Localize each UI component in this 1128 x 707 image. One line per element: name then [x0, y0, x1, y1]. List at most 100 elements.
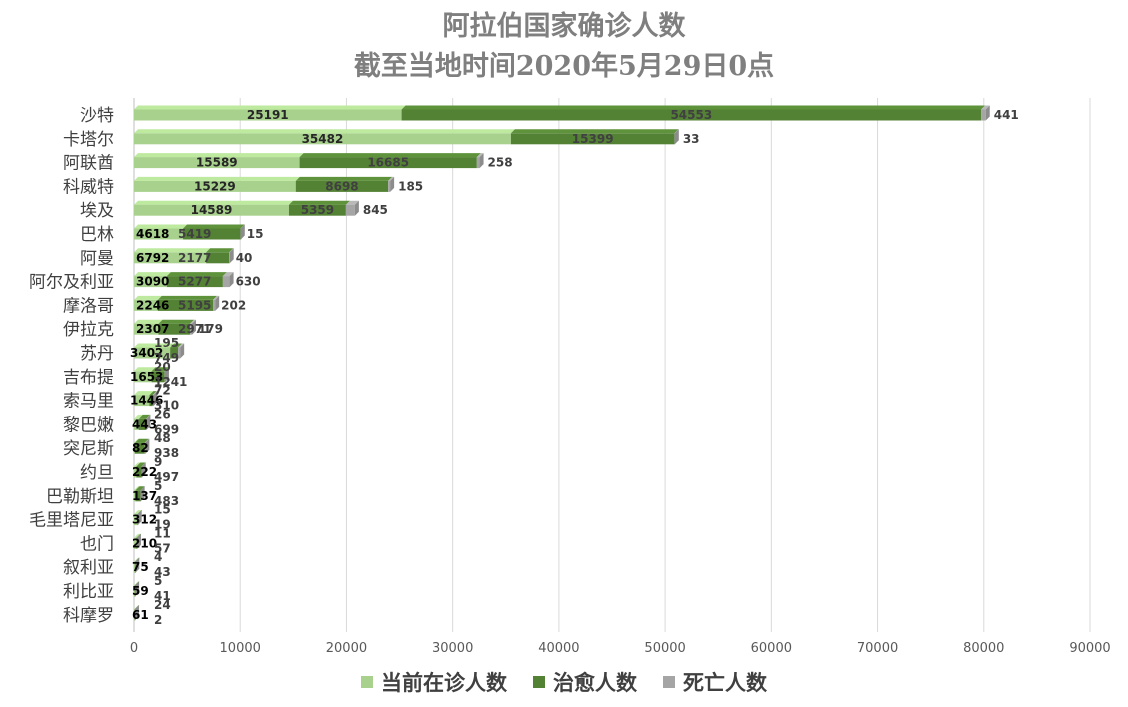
bar-segment	[295, 180, 389, 192]
data-label-active: 15589	[196, 156, 238, 170]
bar-top-face	[134, 510, 142, 515]
bar-top-face	[134, 391, 154, 396]
data-label-recovered: 5419	[178, 227, 211, 241]
data-label-recovered: 16685	[367, 156, 409, 170]
data-label-recovered: 2971	[178, 322, 211, 336]
bar-side-face	[137, 510, 142, 526]
data-label-deaths: 630	[236, 275, 261, 289]
bar-segment	[134, 204, 289, 216]
bar-side-face	[136, 533, 141, 549]
category-label: 黎巴嫩	[63, 415, 114, 435]
data-label-active: 312	[132, 513, 157, 527]
data-label-deaths: 5	[154, 574, 162, 588]
bar-segment	[206, 252, 230, 264]
data-label-deaths: 11	[154, 526, 171, 540]
bar-top-face	[136, 462, 146, 467]
bar-segment	[134, 157, 300, 169]
bar-side-face	[229, 248, 234, 264]
bar-segment	[134, 395, 150, 407]
bar-segment	[183, 228, 241, 240]
x-tick-label: 60000	[751, 641, 792, 656]
data-label-active: 4618	[136, 227, 169, 241]
category-label: 阿联酋	[63, 154, 114, 174]
data-label-deaths: 40	[236, 251, 253, 265]
bar-side-face	[164, 367, 169, 383]
bar-top-face	[134, 414, 143, 419]
legend-item-active: 当前在诊人数	[361, 667, 507, 697]
bar-segment	[345, 204, 355, 216]
bar-top-face	[170, 343, 183, 348]
bar-top-face	[388, 176, 395, 181]
data-label-recovered: 749	[154, 351, 179, 365]
bar-segment	[134, 228, 184, 240]
bar-side-face	[354, 200, 359, 216]
bar-segment	[134, 133, 511, 145]
legend-label-active: 当前在诊人数	[381, 671, 507, 695]
bar-segment	[288, 204, 346, 216]
bar-top-face	[134, 438, 139, 443]
category-label: 阿曼	[80, 249, 114, 269]
data-label-recovered: 19	[154, 518, 171, 532]
data-label-active: 222	[132, 465, 157, 479]
bar-side-face	[479, 153, 484, 169]
x-tick-label: 40000	[538, 641, 579, 656]
bar-side-face	[229, 272, 234, 288]
data-label-deaths: 179	[198, 322, 223, 336]
bar-segment	[134, 371, 152, 383]
category-label: 埃及	[80, 201, 114, 221]
bar-side-face	[135, 581, 140, 597]
bar-segment	[134, 252, 207, 264]
bar-side-face	[153, 391, 158, 407]
bar-top-face	[134, 319, 163, 324]
data-label-active: 443	[132, 417, 157, 431]
category-label: 沙特	[80, 106, 114, 126]
bar-top-face	[134, 176, 300, 181]
bar-segment	[166, 276, 223, 288]
data-label-active: 82	[132, 441, 149, 455]
bar-top-face	[151, 367, 169, 372]
legend-item-deaths: 死亡人数	[663, 667, 767, 697]
chart-legend: 当前在诊人数 治愈人数 死亡人数	[0, 667, 1128, 697]
bar-top-face	[134, 153, 304, 158]
bar-segment	[134, 561, 136, 573]
data-label-active: 35482	[302, 132, 344, 146]
bar-top-face	[134, 224, 188, 229]
data-label-recovered: 57	[154, 541, 171, 555]
legend-swatch-deaths	[663, 676, 675, 688]
data-label-deaths: 9	[154, 455, 162, 469]
x-tick-label: 80000	[963, 641, 1004, 656]
bar-side-face	[180, 343, 185, 359]
category-label: 卡塔尔	[63, 130, 114, 150]
bar-segment	[134, 109, 402, 121]
bar-segment	[134, 537, 137, 549]
bar-segment	[134, 585, 135, 597]
data-label-recovered: 2	[154, 613, 162, 627]
bar-segment	[134, 442, 135, 454]
legend-label-recovered: 治愈人数	[553, 671, 637, 695]
bar-segment	[134, 585, 136, 597]
bar-top-face	[134, 462, 141, 467]
bar-top-face	[149, 391, 157, 396]
data-label-active: 75	[132, 560, 149, 574]
bar-segment	[134, 180, 296, 192]
bar-side-face	[135, 557, 140, 573]
category-label: 利比亚	[63, 582, 114, 602]
x-tick-label: 0	[130, 641, 138, 656]
bar-top-face	[134, 367, 156, 372]
bar-top-face	[510, 129, 679, 134]
bar-top-face	[134, 295, 162, 300]
bar-segment	[134, 514, 138, 526]
bar-side-face	[215, 295, 220, 311]
bar-top-face	[138, 414, 151, 419]
data-label-active: 25191	[247, 108, 289, 122]
bar-segment	[510, 133, 675, 145]
bar-segment	[134, 490, 136, 502]
bar-segment	[134, 442, 145, 454]
category-label: 也门	[80, 534, 114, 554]
data-label-deaths: 185	[398, 179, 423, 193]
bar-top-face	[135, 486, 145, 491]
chart-subtitle: 截至当地时间2020年5月29日0点	[353, 51, 775, 82]
legend-swatch-active	[361, 676, 373, 688]
bar-segment	[138, 418, 147, 430]
